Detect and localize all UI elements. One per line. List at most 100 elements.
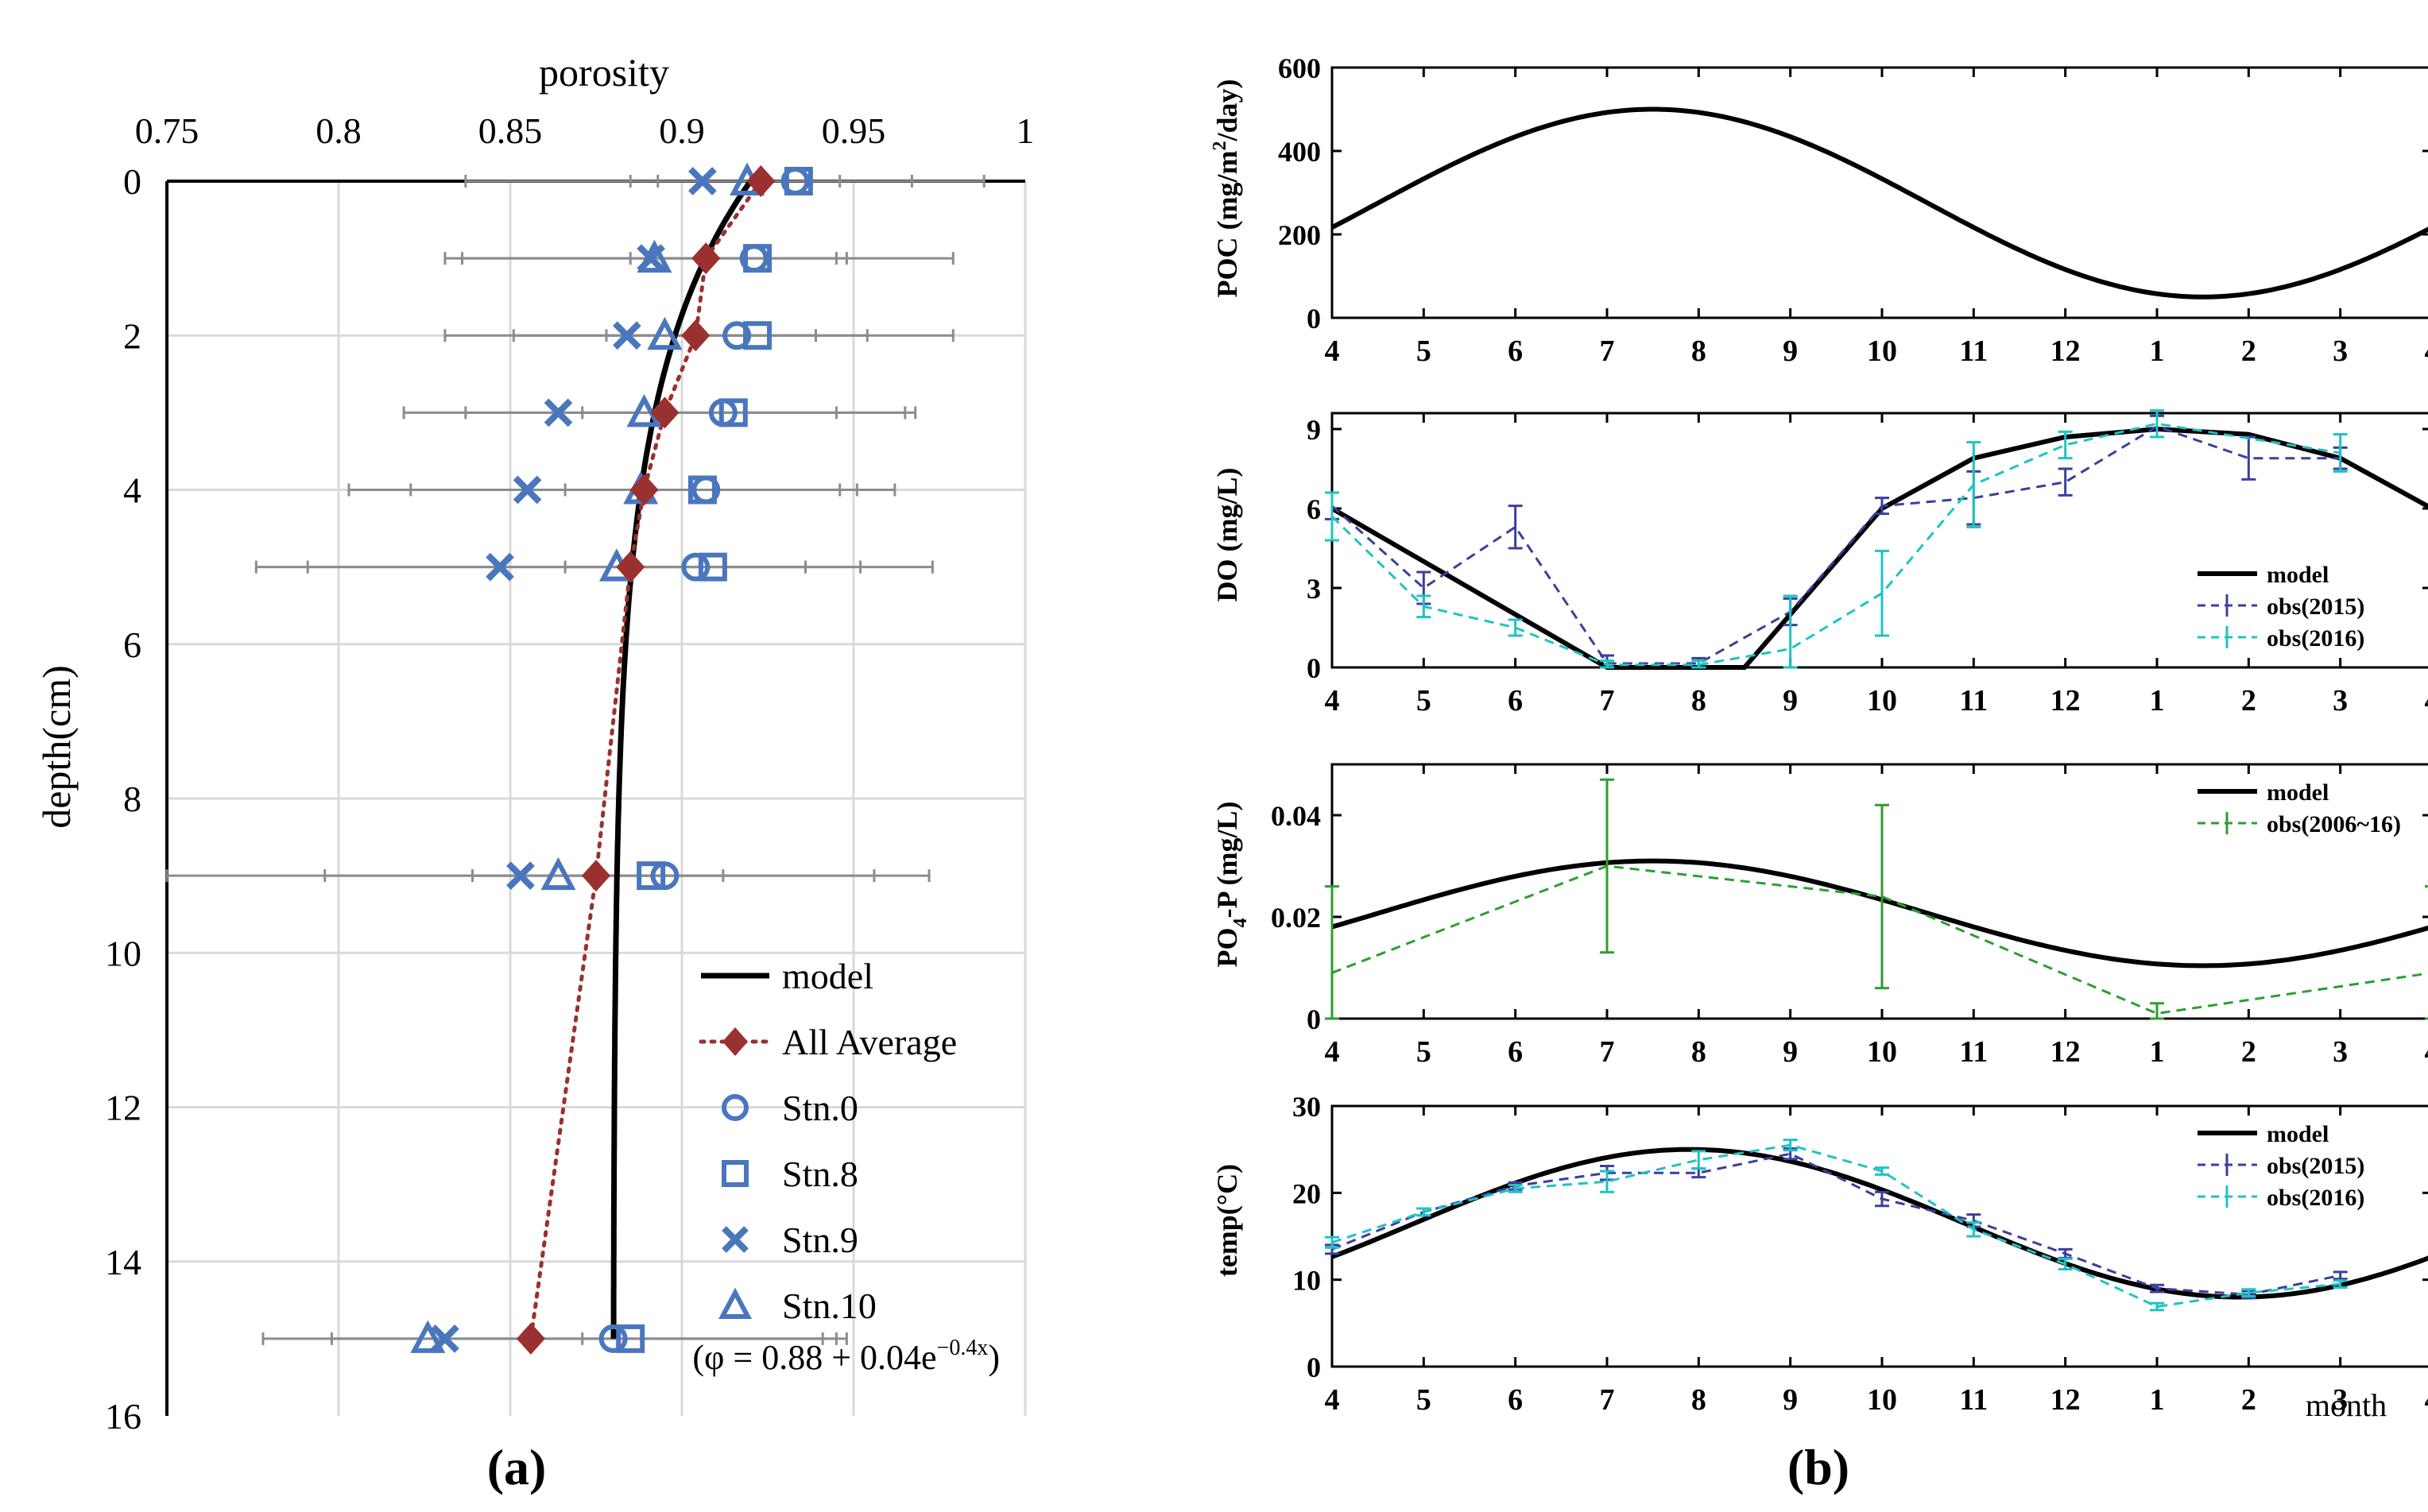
a-ytick-label: 4 xyxy=(123,470,141,511)
b-xtick-label-do: 11 xyxy=(1959,684,1988,717)
a-x-axis-title: porosity xyxy=(539,50,669,95)
a-ytick-label: 14 xyxy=(105,1242,141,1282)
b-xtick-label-do: 1 xyxy=(2150,684,2165,717)
b-xtick-label-po4: 5 xyxy=(1416,1035,1431,1069)
b-ylabel-poc: POC (mg/m2/day) xyxy=(1210,79,1243,298)
b-ytick-label-do: 6 xyxy=(1307,493,1321,525)
a-legend: model All Average Stn.0 Stn.8 Stn.9 Stn.10 xyxy=(699,956,957,1326)
a-point-stn9 xyxy=(513,475,542,505)
b-xtick-label-poc: 3 xyxy=(2333,334,2348,368)
b-xtick-label-po4: 6 xyxy=(1508,1035,1523,1069)
a-point-average xyxy=(516,1322,545,1355)
a-xtick-label: 0.85 xyxy=(478,110,543,151)
b-ytick-label-do: 9 xyxy=(1307,414,1321,446)
b-xtick-label-poc: 12 xyxy=(2050,334,2081,368)
b-ylabel-po4: PO4-P (mg/L) xyxy=(1211,802,1251,968)
a-point-stn0 xyxy=(681,552,711,582)
a-legend-swatch-x xyxy=(722,1226,749,1253)
b-xtick-label-do: 4 xyxy=(1325,684,1340,717)
b-xtick-label-do: 4 xyxy=(2425,684,2428,717)
a-y-tick-labels: 0 2 4 6 8 10 12 14 16 xyxy=(105,161,141,1437)
a-point-stn0 xyxy=(722,321,752,350)
b-ytick-label-temp: 30 xyxy=(1292,1091,1321,1123)
b-xtick-label-temp: 4 xyxy=(1325,1383,1340,1417)
b-ytick-label-poc: 600 xyxy=(1278,52,1321,84)
b-xtick-label-do: 2 xyxy=(2241,684,2256,717)
b-ytick-label-po4: 0.02 xyxy=(1271,902,1321,934)
a-ytick-label: 16 xyxy=(105,1396,141,1437)
b-ylabel-do: DO (mg/L) xyxy=(1211,468,1243,602)
b-ytick-label-poc: 400 xyxy=(1278,136,1321,168)
a-point-average xyxy=(629,474,659,506)
b-ytick-label-temp: 0 xyxy=(1307,1352,1321,1383)
b-xtick-label-po4: 4 xyxy=(2425,1035,2428,1069)
b-xtick-label-temp: 5 xyxy=(1416,1383,1431,1417)
a-y-axis-title: depth(cm) xyxy=(34,665,79,828)
b-xtick-label-temp: 2 xyxy=(2241,1383,2256,1417)
a-point-stn10 xyxy=(410,1320,446,1353)
a-point-average xyxy=(616,551,645,583)
a-ytick-label: 8 xyxy=(123,779,141,819)
a-legend-label: All Average xyxy=(782,1022,957,1062)
b-model-curve-poc xyxy=(1330,106,2428,300)
a-point-stn8 xyxy=(698,552,727,582)
b-xtick-label-do: 5 xyxy=(1416,684,1431,717)
b-legend-label-do: obs(2016) xyxy=(2267,625,2364,652)
a-xtick-label: 1 xyxy=(1017,110,1035,151)
b-ytick-label-po4: 0 xyxy=(1307,1003,1321,1035)
b-legend-label-po4: model xyxy=(2267,779,2329,806)
panel-a-porosity-profile: 0.75 0.8 0.85 0.9 0.95 1 0 2 4 6 8 10 12 14 16 porosi… xyxy=(34,50,1035,1495)
b-xtick-label-po4: 3 xyxy=(2333,1035,2348,1069)
b-xtick-label-poc: 1 xyxy=(2150,334,2165,368)
b-xtick-label-po4: 8 xyxy=(1691,1035,1706,1069)
b-subplot-po4: 456789101112123400.020.04modelobs(2006~1… xyxy=(1271,763,2428,1069)
a-panel-label: (a) xyxy=(487,1439,547,1495)
a-ytick-label: 10 xyxy=(105,933,141,973)
b-xtick-label-do: 9 xyxy=(1783,684,1798,717)
b-xtick-label-do: 7 xyxy=(1600,684,1615,717)
b-xtick-label-po4: 10 xyxy=(1867,1035,1897,1069)
a-x-tick-labels: 0.75 0.8 0.85 0.9 0.95 1 xyxy=(135,110,1035,151)
a-legend-swatch-circle xyxy=(722,1094,749,1121)
b-xtick-label-poc: 10 xyxy=(1867,334,1897,368)
b-xtick-label-poc: 8 xyxy=(1691,334,1706,368)
a-point-average xyxy=(691,242,721,275)
b-obs-line-temp xyxy=(1331,1143,2341,1309)
a-xtick-label: 0.9 xyxy=(659,110,705,151)
b-xtick-label-poc: 6 xyxy=(1508,334,1523,368)
a-point-average xyxy=(582,860,610,892)
b-xtick-label-do: 8 xyxy=(1691,684,1706,717)
b-ytick-label-do: 0 xyxy=(1307,652,1321,684)
a-point-stn9 xyxy=(544,398,573,427)
b-xtick-label-po4: 2 xyxy=(2241,1035,2256,1069)
b-xtick-label-po4: 11 xyxy=(1959,1035,1988,1069)
a-point-stn8 xyxy=(743,244,773,273)
a-point-stn0 xyxy=(598,1324,628,1353)
b-xtick-label-temp: 12 xyxy=(2050,1383,2081,1417)
a-legend-label: Stn.10 xyxy=(782,1286,877,1326)
b-ytick-label-temp: 10 xyxy=(1292,1265,1321,1297)
a-point-stn10 xyxy=(647,316,683,350)
b-xtick-label-po4: 12 xyxy=(2050,1035,2081,1069)
a-ytick-label: 6 xyxy=(123,625,141,665)
a-point-average xyxy=(746,165,776,197)
a-legend-label: model xyxy=(782,956,873,996)
b-xtick-label-temp: 9 xyxy=(1783,1383,1798,1417)
a-point-stn9 xyxy=(613,321,641,350)
b-obs-line-do xyxy=(1330,425,2341,665)
a-legend-swatch-square xyxy=(722,1160,749,1187)
a-legend-label: Stn.8 xyxy=(782,1154,858,1194)
b-xtick-label-temp: 4 xyxy=(2425,1383,2428,1417)
a-point-stn8 xyxy=(637,861,666,891)
b-ylabel-temp: temp(°C) xyxy=(1211,1164,1243,1277)
b-subplot-poc: 45678910111212340200400600 xyxy=(1278,52,2428,368)
b-xtick-label-temp: 8 xyxy=(1691,1383,1706,1417)
a-legend-swatch-average xyxy=(722,1027,748,1056)
a-point-stn8 xyxy=(784,167,813,195)
a-ytick-label: 12 xyxy=(105,1088,141,1128)
b-panel-label: (b) xyxy=(1787,1439,1849,1495)
b-legend-label-po4: obs(2006~16) xyxy=(2267,811,2401,837)
a-point-average xyxy=(650,396,680,429)
b-legend-label-temp: model xyxy=(2267,1121,2329,1147)
